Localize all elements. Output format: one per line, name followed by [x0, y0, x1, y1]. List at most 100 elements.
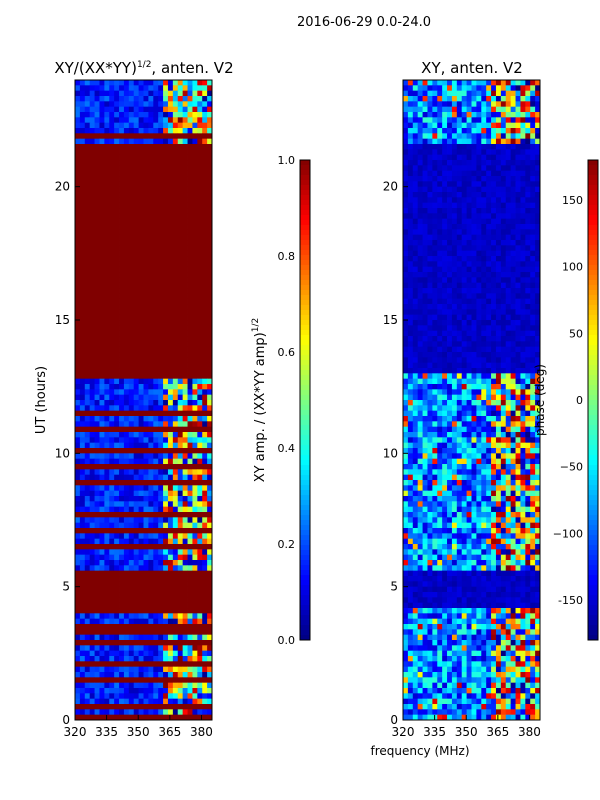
heatmap-cell	[192, 704, 198, 710]
heatmap-cell	[114, 549, 120, 556]
heatmap-cell	[510, 357, 516, 364]
heatmap-cell	[412, 288, 419, 294]
heatmap-cell	[123, 693, 130, 700]
heatmap-cell	[461, 261, 467, 268]
heatmap-cell	[207, 128, 213, 134]
heatmap-cell	[148, 421, 154, 428]
heatmap-cell	[456, 234, 463, 241]
heatmap-cell	[461, 176, 467, 182]
heatmap-cell	[84, 373, 91, 380]
heatmap-cell	[495, 202, 502, 209]
heatmap-cell	[442, 325, 448, 332]
heatmap-cell	[182, 272, 188, 278]
heatmap-cell	[437, 256, 443, 262]
heatmap-cell	[84, 176, 91, 182]
heatmap-cell	[182, 101, 188, 108]
heatmap-cell	[119, 314, 125, 321]
heatmap-cell	[447, 85, 453, 92]
heatmap-cell	[138, 442, 144, 449]
heatmap-cell	[89, 389, 95, 396]
heatmap-cell	[177, 672, 184, 678]
heatmap-cell	[471, 213, 477, 220]
heatmap-cell	[148, 501, 154, 508]
heatmap-cell	[94, 629, 100, 636]
colorbar-segment	[300, 385, 310, 391]
heatmap-cell	[114, 362, 120, 369]
heatmap-cell	[407, 213, 414, 220]
heatmap-cell	[138, 549, 144, 556]
heatmap-cell	[158, 618, 164, 625]
heatmap-cell	[109, 634, 115, 641]
heatmap-cell	[192, 384, 198, 390]
heatmap-cell	[192, 122, 198, 129]
heatmap-cell	[451, 138, 458, 145]
heatmap-cell	[182, 90, 188, 97]
heatmap-cell	[456, 133, 463, 140]
heatmap-cell	[138, 602, 144, 609]
heatmap-cell	[207, 106, 213, 113]
heatmap-cell	[128, 304, 135, 310]
heatmap-cell	[182, 325, 188, 332]
heatmap-cell	[123, 85, 130, 92]
heatmap-cell	[192, 330, 198, 337]
heatmap-cell	[197, 709, 203, 716]
heatmap-cell	[163, 277, 169, 284]
heatmap-cell	[407, 186, 414, 193]
heatmap-cell	[133, 602, 139, 609]
heatmap-cell	[143, 624, 149, 630]
heatmap-cell	[422, 112, 428, 118]
heatmap-cell	[192, 90, 198, 97]
heatmap-cell	[510, 309, 516, 316]
heatmap-cell	[520, 176, 526, 182]
heatmap-cell	[456, 80, 463, 86]
heatmap-cell	[119, 117, 125, 124]
heatmap-cell	[447, 149, 453, 156]
heatmap-cell	[138, 506, 144, 513]
heatmap-cell	[143, 480, 149, 486]
heatmap-cell	[407, 245, 414, 252]
heatmap-cell	[167, 666, 174, 673]
heatmap-cell	[79, 176, 86, 182]
heatmap-cell	[491, 314, 497, 321]
heatmap-cell	[138, 288, 144, 294]
heatmap-cell	[461, 106, 467, 113]
heatmap-cell	[182, 693, 188, 700]
heatmap-cell	[515, 192, 521, 198]
heatmap-cell	[114, 85, 120, 92]
heatmap-cell	[99, 698, 105, 705]
heatmap-cell	[432, 314, 438, 321]
heatmap-cell	[104, 330, 110, 337]
heatmap-cell	[187, 656, 193, 662]
heatmap-cell	[525, 320, 531, 326]
heatmap-cell	[172, 256, 179, 262]
heatmap-cell	[182, 560, 188, 566]
heatmap-cell	[119, 554, 125, 561]
heatmap-cell	[207, 213, 213, 220]
heatmap-cell	[133, 570, 139, 577]
heatmap-cell	[114, 538, 120, 545]
heatmap-cell	[456, 288, 463, 294]
heatmap-cell	[138, 709, 144, 716]
heatmap-cell	[153, 352, 159, 358]
heatmap-cell	[500, 90, 507, 97]
heatmap-cell	[525, 176, 531, 182]
heatmap-cell	[153, 554, 159, 561]
heatmap-cell	[412, 138, 419, 145]
heatmap-cell	[505, 154, 512, 161]
heatmap-cell	[79, 474, 86, 481]
heatmap-cell	[437, 101, 443, 108]
heatmap-cell	[197, 90, 203, 97]
heatmap-cell	[403, 256, 409, 262]
heatmap-cell	[187, 320, 193, 326]
heatmap-cell	[163, 176, 169, 182]
heatmap-cell	[505, 144, 512, 150]
heatmap-cell	[128, 229, 135, 236]
heatmap-cell	[158, 352, 164, 358]
heatmap-cell	[84, 522, 91, 529]
heatmap-cell	[520, 298, 526, 305]
heatmap-cell	[89, 416, 95, 422]
heatmap-cell	[84, 165, 91, 172]
heatmap-cell	[138, 565, 144, 572]
heatmap-cell	[486, 101, 492, 108]
heatmap-cell	[407, 336, 414, 342]
